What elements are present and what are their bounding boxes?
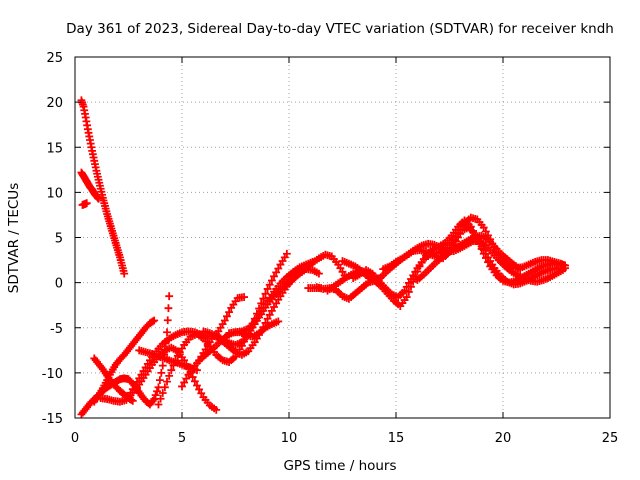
tick-labels: 0 5 10 15 20 25 -15 -10 -5 0 5 10 15 20 25 — [42, 51, 619, 446]
series-s1 — [77, 96, 129, 278]
chart-title: Day 361 of 2023, Sidereal Day-to-day VTE… — [66, 21, 614, 37]
series-s20 — [413, 231, 525, 284]
x-tick-label: 25 — [602, 431, 619, 446]
grid — [75, 57, 610, 418]
x-tick-label: 0 — [71, 431, 79, 446]
data-point-markers — [212, 265, 323, 359]
y-tick-label: 25 — [46, 51, 63, 66]
series-s21 — [323, 266, 383, 295]
y-tick-label: 5 — [55, 232, 63, 247]
y-tick-label: -10 — [42, 367, 63, 382]
y-tick-label: -15 — [42, 412, 63, 427]
data-point-markers — [77, 168, 103, 203]
series-s13 — [199, 250, 349, 349]
x-axis-label: GPS time / hours — [283, 458, 396, 474]
data-point-markers — [135, 346, 201, 375]
data-point-markers — [78, 199, 91, 209]
data-point-markers — [225, 257, 317, 338]
y-tick-label: 15 — [46, 141, 63, 156]
x-tick-label: 20 — [495, 431, 512, 446]
series-s14 — [225, 257, 317, 338]
y-tick-label: 20 — [46, 96, 63, 111]
y-tick-label: -5 — [50, 322, 63, 337]
axis-ticks — [74, 56, 611, 419]
series-s9 — [135, 346, 201, 375]
x-tick-label: 15 — [388, 431, 405, 446]
data-points — [77, 96, 569, 419]
series-s15 — [212, 265, 323, 359]
x-tick-label: 5 — [178, 431, 186, 446]
series-s2 — [77, 168, 103, 203]
series-s22 — [304, 284, 325, 292]
series-s3 — [78, 199, 91, 209]
y-tick-label: 10 — [46, 186, 63, 201]
data-point-markers — [199, 250, 349, 349]
data-point-markers — [304, 284, 325, 292]
data-point-markers — [77, 96, 129, 278]
y-tick-label: 0 — [55, 277, 63, 292]
data-point-markers — [413, 231, 525, 284]
y-axis-label: SDTVAR / TECUs — [6, 183, 22, 293]
data-point-markers — [323, 266, 383, 295]
x-tick-label: 10 — [281, 431, 298, 446]
